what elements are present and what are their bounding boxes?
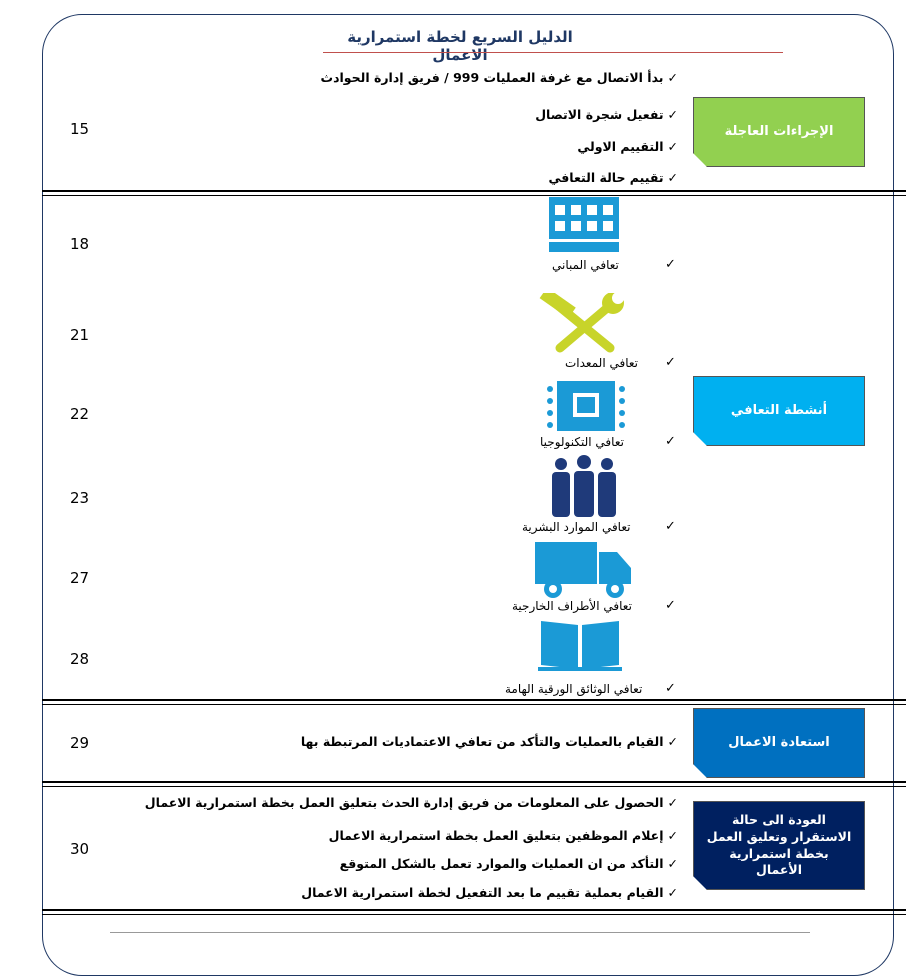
check-icon: ✓ — [665, 681, 676, 696]
list-item: تعافي الموارد البشرية — [522, 520, 631, 534]
section-label-immediate: الإجراءات العاجلة — [693, 97, 865, 167]
page-number: 29 — [70, 734, 90, 752]
check-icon: ✓ — [665, 598, 676, 613]
book-icon — [538, 621, 622, 671]
list-item: تعافي التكنولوجيا — [540, 435, 624, 449]
list-item: ✓بدأ الاتصال مع غرفة العمليات 999 / فريق… — [320, 70, 678, 85]
section-label-restore: استعادة الاعمال — [693, 708, 865, 778]
footer-line — [110, 932, 810, 933]
page-number: 28 — [70, 650, 90, 668]
list-item: ✓التقييم الاولي — [577, 139, 678, 154]
list-item: ✓إعلام الموظفين بتعليق العمل بخطة استمرا… — [328, 828, 678, 843]
page-number: 23 — [70, 489, 90, 507]
list-item: ✓تقييم حالة التعافي — [548, 170, 678, 185]
page-number: 21 — [70, 326, 90, 344]
check-icon: ✓ — [665, 257, 676, 272]
check-icon: ✓ — [665, 434, 676, 449]
divider — [42, 699, 906, 705]
list-item: تعافي المباني — [552, 258, 619, 272]
divider — [42, 190, 906, 196]
page-number: 15 — [70, 120, 90, 138]
section-label-return: العودة الى حالة الاستقرار وتعليق العمل ب… — [693, 801, 865, 890]
page-number: 18 — [70, 235, 90, 253]
building-icon — [543, 197, 625, 252]
list-item: ✓القيام بالعمليات والتأكد من تعافي الاعت… — [300, 734, 678, 749]
list-item: تعافي المعدات — [565, 356, 638, 370]
page-title: الدليل السريع لخطة استمرارية الاعمال — [347, 28, 573, 64]
check-icon: ✓ — [665, 519, 676, 534]
page-number: 27 — [70, 569, 90, 587]
people-icon — [552, 455, 616, 517]
list-item: ✓التأكد من ان العمليات والموارد تعمل بال… — [339, 856, 678, 871]
list-item: ✓الحصول على المعلومات من فريق إدارة الحد… — [144, 795, 678, 810]
page-number: 30 — [70, 840, 90, 858]
divider — [42, 781, 906, 787]
divider — [42, 909, 906, 915]
list-item: ✓تفعيل شجرة الاتصال — [535, 107, 678, 122]
check-icon: ✓ — [665, 355, 676, 370]
section-label-recovery: أنشطة التعافي — [693, 376, 865, 446]
title-underline — [323, 52, 783, 53]
page-number: 22 — [70, 405, 90, 423]
list-item: ✓القيام بعملية تقييم ما بعد التفعيل لخطة… — [301, 885, 678, 900]
truck-icon — [535, 542, 631, 598]
tools-icon — [539, 293, 624, 353]
chip-icon — [547, 381, 625, 431]
list-item: تعافي الأطراف الخارجية — [512, 599, 632, 613]
list-item: تعافي الوثائق الورقية الهامة — [505, 682, 643, 696]
